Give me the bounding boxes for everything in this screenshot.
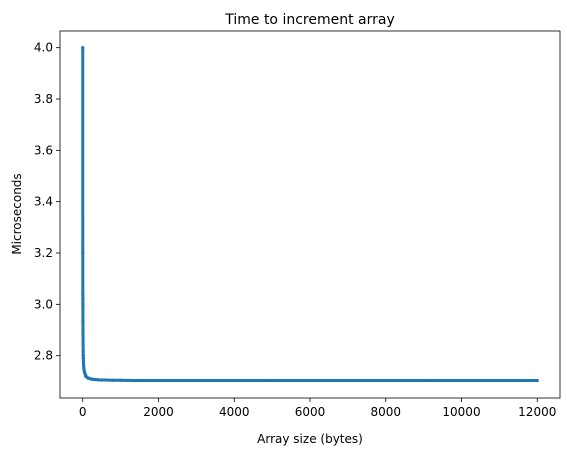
data-point	[81, 361, 86, 365]
y-tick-label: 3.0	[34, 297, 53, 311]
data-point	[81, 292, 85, 296]
data-points	[81, 46, 539, 383]
x-tick-label: 4000	[219, 405, 250, 419]
data-point	[270, 378, 274, 383]
data-point	[81, 348, 85, 353]
data-point	[346, 378, 350, 383]
data-point	[81, 343, 85, 347]
data-point	[459, 378, 464, 383]
y-tick-label: 4.0	[34, 41, 53, 55]
data-point	[81, 46, 85, 50]
y-tick-label: 2.8	[34, 349, 53, 363]
data-point	[119, 378, 123, 382]
data-point	[535, 378, 539, 383]
data-point	[137, 378, 142, 383]
data-point	[232, 378, 236, 383]
x-axis-ticks: 0 2000 4000 6000 8000 10000 12000	[79, 398, 556, 419]
plot-frame	[59, 30, 561, 399]
data-point	[92, 377, 96, 382]
data-point	[497, 378, 501, 383]
data-point	[103, 378, 108, 382]
x-tick-label: 8000	[370, 405, 401, 419]
point-band	[81, 46, 539, 383]
data-point	[81, 328, 85, 332]
data-point	[96, 378, 100, 382]
data-point	[81, 338, 85, 342]
x-tick-label: 2000	[143, 405, 174, 419]
data-point	[111, 378, 115, 382]
x-axis-label: Array size (bytes)	[257, 432, 363, 446]
y-tick-label: 3.6	[34, 143, 53, 157]
y-tick-label: 3.4	[34, 195, 53, 209]
chart-title: Time to increment array	[224, 12, 395, 28]
x-tick-label: 10000	[442, 405, 480, 419]
data-point	[194, 378, 198, 383]
data-point	[82, 364, 86, 368]
data-point	[81, 251, 85, 255]
data-point	[100, 378, 104, 382]
y-tick-label: 3.8	[34, 92, 53, 106]
x-tick-label: 12000	[518, 405, 556, 419]
data-point	[81, 320, 85, 324]
data-point	[81, 356, 85, 360]
data-point	[81, 354, 85, 358]
y-tick-label: 3.2	[34, 246, 53, 260]
y-axis-label: Microseconds	[10, 173, 24, 254]
data-point	[81, 333, 85, 337]
x-tick-label: 0	[79, 405, 87, 419]
data-point	[81, 302, 85, 306]
data-point	[81, 359, 86, 363]
data-point	[308, 378, 312, 383]
x-tick-label: 6000	[295, 405, 326, 419]
data-point	[81, 297, 85, 301]
y-axis-ticks: 2.8 3.0 3.2 3.4 3.6 3.8 4.0	[34, 41, 60, 363]
data-point	[384, 378, 388, 383]
data-point	[422, 378, 426, 383]
data-point	[156, 378, 161, 383]
